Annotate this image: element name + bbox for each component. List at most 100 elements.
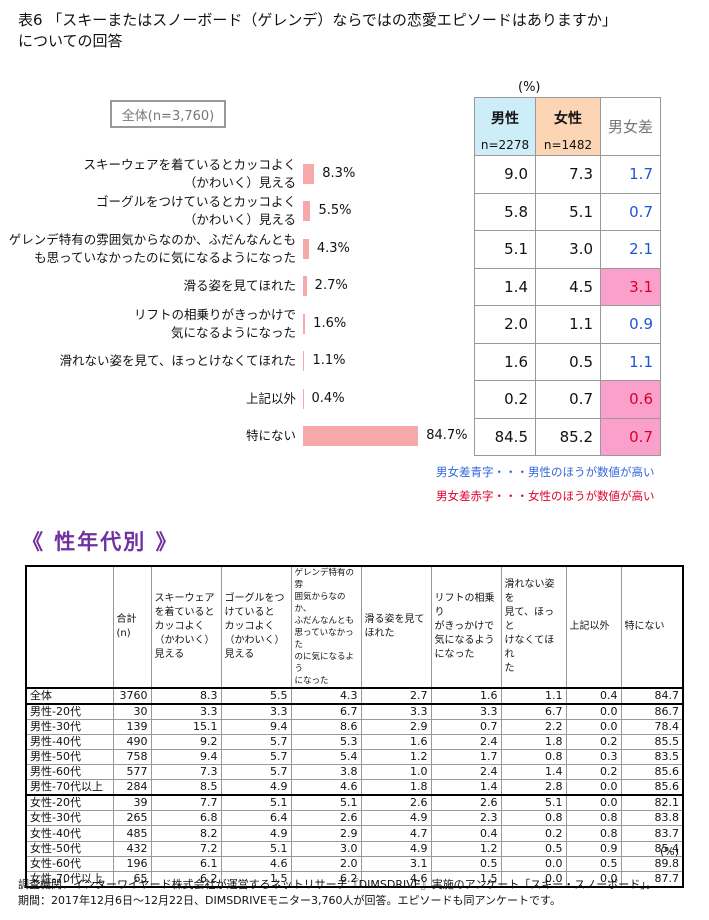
bar — [303, 388, 304, 409]
table-cell: 4.9 — [220, 779, 292, 797]
table-cell: 0.8 — [565, 810, 622, 827]
category-label: スキーウェアを着ているとカッコよく （かわいく）見える — [83, 156, 296, 190]
table-cell: 2.9 — [290, 825, 362, 842]
unit-label: (%) — [518, 80, 541, 95]
corner-cell — [25, 565, 114, 689]
table-cell: 4.9 — [360, 810, 432, 827]
table-cell: 1.1 — [535, 305, 601, 344]
table-cell: 83.7 — [620, 825, 684, 842]
table-cell: 2.7 — [360, 687, 432, 705]
table-cell: 3.3 — [360, 703, 432, 720]
table-cell: 432 — [112, 840, 152, 857]
table-cell: 196 — [112, 855, 152, 872]
table-cell: 0.4 — [565, 687, 622, 705]
table-cell: 85.6 — [620, 764, 684, 781]
row-label: 女性-60代 — [25, 855, 114, 872]
value-label: 1.1% — [312, 353, 346, 369]
table-cell: 3.3 — [220, 703, 292, 720]
table-cell: 6.8 — [150, 810, 222, 827]
table-cell: 6.4 — [220, 810, 292, 827]
header-row: 合計 (n) スキーウェア を着ていると カッコよく （かわいく） 見える ゴーグル… — [25, 565, 684, 689]
table-cell: 6.7 — [500, 703, 567, 720]
table-cell: 3.3 — [430, 703, 502, 720]
value-label: 1.6% — [313, 315, 347, 331]
table-cell: 6.2 — [150, 870, 222, 888]
category-label: リフトの相乗りがきっかけで 気になるようになった — [133, 306, 296, 340]
data-row: 男性-40代 490 9.2 5.7 5.3 1.6 2.4 1.8 0.2 85.5 — [25, 734, 684, 751]
table-cell: 5.7 — [220, 734, 292, 751]
bar — [303, 313, 306, 334]
table-cell: 4.6 — [360, 870, 432, 888]
table-cell: 485 — [112, 825, 152, 842]
table-cell: 5.1 — [290, 794, 362, 812]
table-cell: 0.5 — [565, 855, 622, 872]
table-cell: 2.4 — [430, 764, 502, 781]
table-cell: 9.0 — [474, 155, 536, 194]
table-cell: 1.5 — [430, 870, 502, 888]
age-table: 合計 (n) スキーウェア を着ていると カッコよく （かわいく） 見える ゴーグル… — [25, 565, 684, 888]
bar — [303, 238, 309, 259]
table-cell: 5.5 — [220, 687, 292, 705]
table-cell: 4.6 — [290, 779, 362, 797]
table-cell: 0.3 — [565, 749, 622, 766]
legend-note: 男女差赤字・・・女性のほうが数値が高い — [436, 489, 655, 503]
table-cell: 2.6 — [360, 794, 432, 812]
row-label: 全体 — [25, 687, 114, 705]
table-cell: 1.6 — [360, 734, 432, 751]
table-cell: 86.7 — [620, 703, 684, 720]
table-cell: 1.8 — [500, 734, 567, 751]
table-cell: 3.1 — [360, 855, 432, 872]
table-cell: 5.4 — [290, 749, 362, 766]
table-cell: 2.1 — [600, 230, 661, 269]
row-label: 女性-30代 — [25, 810, 114, 827]
table-cell: 1.2 — [430, 840, 502, 857]
table-cell: 0.0 — [565, 779, 622, 797]
table-cell: 83.8 — [620, 810, 684, 827]
table-cell: 0.0 — [565, 703, 622, 720]
table-cell: 84.7 — [620, 687, 684, 705]
data-row: 女性-50代 432 7.2 5.1 3.0 4.9 1.2 0.5 0.9 85.4 — [25, 840, 684, 857]
table-cell: 5.1 — [535, 192, 601, 231]
footer-text: 調査機関：インターワイヤード株式会社が運営するネットリサーチ『DIMSDRIVE… — [18, 878, 657, 891]
table-cell: 2.9 — [360, 718, 432, 736]
header-cell: 男女差 — [600, 97, 661, 156]
value-label: 2.7% — [314, 278, 348, 294]
table-cell: 0.0 — [500, 855, 567, 872]
row-label: 女性-40代 — [25, 825, 114, 842]
data-row: 女性-40代 485 8.2 4.9 2.9 4.7 0.4 0.2 0.8 83.7 — [25, 825, 684, 842]
table-cell: 139 — [112, 718, 152, 736]
column-header: ゴーグルをつ けていると カッコよく （かわいく） 見える — [220, 565, 292, 689]
table-cell: 87.7 — [620, 870, 684, 888]
table-cell: 4.5 — [535, 267, 601, 306]
table-cell: 2.2 — [500, 718, 567, 736]
table-cell: 0.9 — [600, 305, 661, 344]
table-cell: 0.9 — [565, 840, 622, 857]
bar — [303, 276, 307, 297]
table-cell: 0.2 — [500, 825, 567, 842]
table-cell: 577 — [112, 764, 152, 781]
table-cell: 8.6 — [290, 718, 362, 736]
table-cell: 8.2 — [150, 825, 222, 842]
table-cell: 5.1 — [474, 230, 536, 269]
table-cell: 1.1 — [600, 342, 661, 381]
table-cell: 0.2 — [565, 734, 622, 751]
table-cell: 39 — [112, 794, 152, 812]
table-cell: 5.1 — [220, 840, 292, 857]
table-cell: 82.1 — [620, 794, 684, 812]
table-cell: 2.6 — [430, 794, 502, 812]
header-n: n=1482 — [543, 138, 593, 152]
table-cell: 8.3 — [150, 687, 222, 705]
table-cell: 0.8 — [500, 749, 567, 766]
category-label: ゲレンデ特有の雰囲気からなのか、ふだんなんとも も思っていなかったのに気になるよ… — [8, 231, 296, 265]
table-cell: 0.5 — [535, 342, 601, 381]
table-cell: 1.5 — [220, 870, 292, 888]
table-cell: 0.7 — [430, 718, 502, 736]
table-cell: 0.2 — [474, 380, 536, 419]
bar — [303, 351, 305, 372]
bar — [303, 201, 311, 222]
table-cell: 7.7 — [150, 794, 222, 812]
table-cell: 7.2 — [150, 840, 222, 857]
table-cell: 0.8 — [500, 810, 567, 827]
table-cell: 7.3 — [150, 764, 222, 781]
